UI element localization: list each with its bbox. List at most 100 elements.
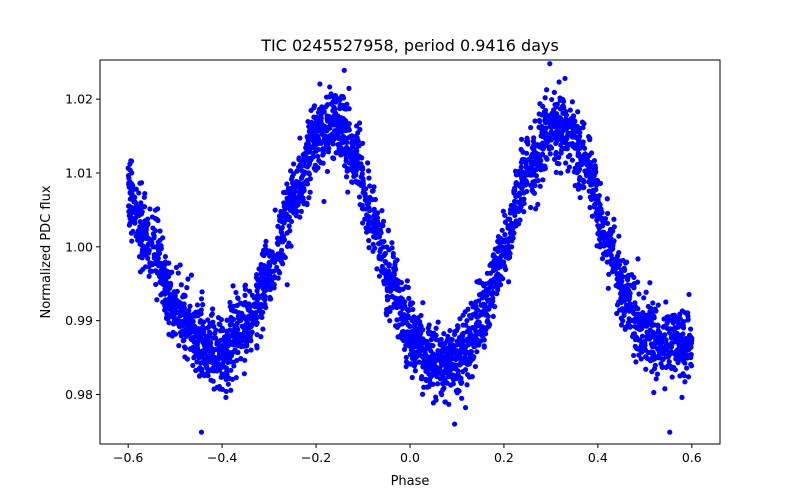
scatter-point [442, 399, 448, 405]
scatter-point [614, 310, 620, 317]
scatter-point [426, 331, 432, 337]
scatter-point [446, 358, 453, 364]
y-axis-label: Normalized PDC flux [39, 185, 54, 318]
scatter-point [494, 255, 500, 262]
scatter-point [218, 374, 224, 380]
scatter-point [242, 286, 249, 292]
scatter-point [600, 229, 606, 235]
scatter-point [472, 303, 479, 309]
scatter-point [535, 151, 541, 157]
scatter-point [249, 321, 255, 328]
scatter-point [518, 204, 524, 210]
scatter-point [592, 201, 598, 208]
scatter-point [495, 234, 501, 240]
scatter-point [446, 371, 452, 377]
scatter-point [228, 321, 234, 327]
scatter-point [325, 149, 332, 155]
scatter-point [455, 387, 461, 393]
scatter-point [561, 104, 567, 110]
scatter-point [254, 272, 260, 278]
scatter-point [165, 305, 171, 311]
scatter-point [272, 207, 278, 213]
scatter-point [315, 146, 321, 153]
y-tick-label: 1.01 [65, 165, 93, 180]
scatter-point [675, 353, 681, 359]
scatter-point [145, 255, 151, 261]
scatter-point [462, 367, 469, 373]
scatter-point [254, 282, 260, 288]
scatter-point [314, 124, 320, 130]
scatter-point [587, 137, 593, 143]
scatter-point [180, 305, 186, 311]
scatter-point [212, 330, 218, 336]
scatter-point [648, 341, 655, 347]
scatter-point [441, 331, 447, 337]
scatter-point [311, 103, 318, 109]
scatter-point [426, 322, 432, 328]
scatter-point [272, 253, 278, 259]
scatter-point [142, 190, 148, 197]
scatter-point [632, 343, 638, 349]
scatter-point [472, 312, 478, 318]
scatter-point [424, 338, 430, 344]
scatter-point [307, 176, 313, 182]
scatter-point [143, 264, 149, 270]
scatter-point [482, 308, 488, 314]
scatter-point [139, 255, 145, 261]
scatter-point [277, 215, 283, 221]
scatter-point [284, 181, 290, 187]
scatter-point [331, 119, 337, 125]
scatter-point [162, 261, 168, 267]
scatter-point [608, 231, 614, 237]
scatter-point [636, 352, 642, 358]
scatter-point [591, 177, 597, 183]
scatter-point [201, 372, 207, 379]
scatter-point [462, 405, 469, 411]
scatter-point [341, 67, 347, 73]
scatter-point [671, 335, 678, 341]
scatter-point [492, 265, 498, 271]
scatter-point [306, 170, 312, 176]
scatter-point [184, 322, 190, 328]
scatter-point [312, 132, 319, 138]
scatter-point [200, 324, 206, 330]
scatter-point [350, 144, 356, 150]
scatter-point [139, 209, 145, 215]
scatter-point [434, 368, 440, 374]
scatter-point [596, 229, 602, 236]
scatter-point [215, 314, 222, 321]
scatter-point [485, 298, 491, 304]
scatter-point [455, 324, 461, 331]
scatter-point [248, 347, 254, 353]
scatter-point [167, 281, 174, 287]
scatter-point [260, 247, 267, 253]
scatter-point [405, 284, 411, 291]
scatter-point [518, 164, 524, 170]
scatter-point [618, 322, 625, 328]
scatter-point [486, 323, 492, 329]
scatter-point [382, 281, 388, 287]
scatter-point [571, 118, 577, 125]
scatter-point [278, 226, 284, 232]
scatter-point [262, 301, 268, 308]
scatter-point [582, 151, 588, 157]
scatter-point [247, 288, 253, 294]
scatter-point [540, 146, 546, 152]
scatter-point [608, 241, 614, 247]
scatter-point [209, 306, 216, 312]
scatter-point [687, 326, 694, 332]
scatter-point [166, 331, 172, 338]
scatter-point [449, 365, 455, 371]
scatter-point [577, 129, 583, 136]
scatter-point [387, 308, 393, 315]
scatter-point [441, 385, 447, 391]
scatter-point [192, 313, 198, 319]
scatter-point [160, 235, 166, 241]
scatter-point [241, 371, 247, 377]
scatter-point [291, 198, 298, 205]
scatter-point [199, 366, 205, 372]
scatter-point [274, 264, 280, 271]
scatter-point [466, 374, 473, 380]
scatter-point [244, 340, 250, 346]
scatter-point [206, 323, 212, 330]
